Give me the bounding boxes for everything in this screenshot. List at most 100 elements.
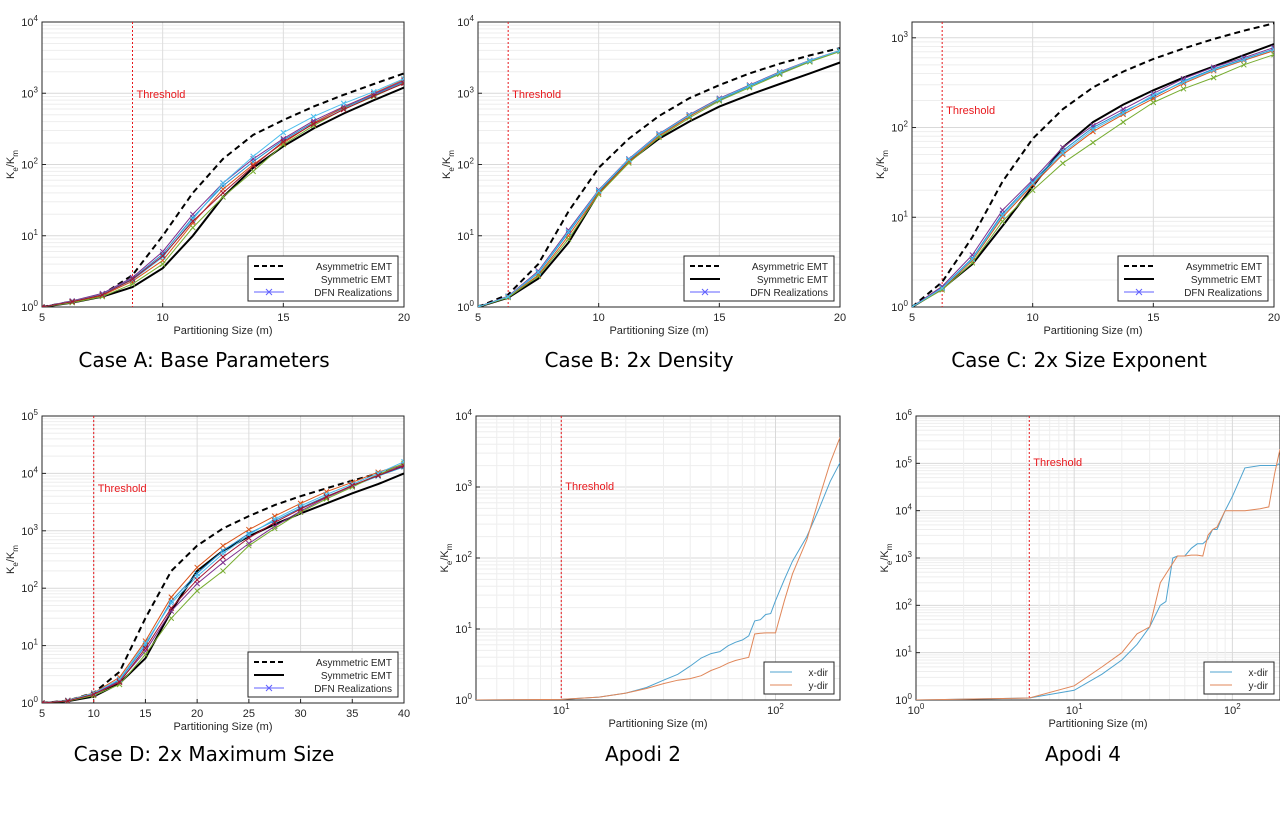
dfn-marker <box>1271 51 1274 58</box>
legend-box <box>763 661 835 695</box>
x-tick-label: 5 <box>909 312 915 324</box>
dfn-marker <box>142 645 149 652</box>
y-tick-label: 100 <box>21 299 38 314</box>
dfn-marker <box>1180 79 1187 86</box>
dfn-marker <box>1210 66 1217 73</box>
dfn-marker <box>370 88 377 95</box>
legend: Asymmetric EMT Symmetric EMT DFN Realizati… <box>1117 255 1269 302</box>
dfn-marker <box>1090 124 1096 131</box>
dfn-marker <box>297 506 304 512</box>
dfn-marker <box>271 519 278 526</box>
dfn-marker <box>189 224 196 231</box>
dfn-marker <box>142 638 149 644</box>
x-dir-line <box>916 462 1280 700</box>
legend-label: Asymmetric EMT <box>1186 262 1262 273</box>
y-dir-line <box>916 448 1280 700</box>
dfn-marker <box>220 559 226 566</box>
dfn-marker <box>159 248 166 255</box>
legend-label: Asymmetric EMT <box>752 262 828 273</box>
chart-panel-3: 100 101 102 103 5 10 15 20 Partitioning Size (m)… <box>875 21 1280 337</box>
dfn-marker <box>912 304 915 307</box>
dfn-marker <box>746 82 753 89</box>
legend: Asymmetric EMT Symmetric EMT DFN Realizati… <box>247 255 399 302</box>
legend-label: x-dir <box>809 668 829 679</box>
x-tick-label: 40 <box>398 708 410 720</box>
dfn-marker <box>686 112 693 119</box>
y-tick-label: 100 <box>455 692 472 707</box>
dfn-marker <box>189 216 196 223</box>
dfn-marker <box>250 153 257 160</box>
dfn-marker <box>310 113 317 120</box>
y-tick-label: 101 <box>891 209 908 224</box>
dfn-marker <box>168 615 175 622</box>
dfn-marker <box>565 236 572 242</box>
dfn-marker <box>310 121 317 127</box>
x-tick-label: 15 <box>713 312 725 324</box>
dfn-marker <box>1271 44 1274 51</box>
y-dir-line <box>476 437 840 700</box>
dfn-marker <box>716 98 723 104</box>
dfn-marker <box>837 48 840 55</box>
dfn-marker <box>505 293 512 300</box>
dfn-marker <box>246 542 252 549</box>
y-tick-label: 103 <box>21 523 38 538</box>
y-tick-label: 101 <box>895 645 912 660</box>
dfn-marker <box>69 298 76 305</box>
dfn-marker <box>129 276 136 283</box>
y-tick-label: 100 <box>21 695 38 710</box>
x-tick-label: 100 <box>908 702 925 717</box>
legend-label: y-dir <box>809 681 829 692</box>
y-tick-label: 102 <box>21 580 38 595</box>
x-axis-label: Partitioning Size (m) <box>173 325 272 337</box>
y-tick-label: 103 <box>455 479 472 494</box>
x-tick-label: 101 <box>1066 702 1083 717</box>
dfn-marker <box>168 605 175 611</box>
y-tick-label: 103 <box>891 30 908 45</box>
y-tick-label: 105 <box>895 455 912 470</box>
dfn-marker <box>401 458 404 465</box>
dfn-marker <box>939 285 946 292</box>
x-axis-label: Partitioning Size (m) <box>608 718 707 730</box>
x-tick-label: 101 <box>553 702 570 717</box>
y-tick-label: 104 <box>457 14 474 29</box>
legend-label: y-dir <box>1249 681 1269 692</box>
x-tick-label: 102 <box>1224 702 1241 717</box>
dfn-marker <box>220 542 226 549</box>
x-tick-label: 5 <box>475 312 481 324</box>
legend: Asymmetric EMT Symmetric EMT DFN Realizati… <box>247 651 399 698</box>
x-tick-label: 10 <box>593 312 605 324</box>
y-tick-label: 106 <box>895 408 912 423</box>
y-tick-label: 101 <box>455 621 472 636</box>
dfn-marker <box>1120 110 1127 116</box>
dfn-marker <box>1240 61 1247 68</box>
y-tick-label: 100 <box>895 692 912 707</box>
threshold-label: Threshold <box>512 89 561 101</box>
dfn-marker <box>142 651 149 658</box>
dfn-marker <box>969 256 976 263</box>
dfn-marker <box>776 69 783 76</box>
x-dir-line <box>476 462 840 700</box>
legend-marker-dfn <box>265 684 273 692</box>
dfn-marker <box>246 535 252 541</box>
dfn-marker <box>194 587 200 594</box>
dfn-marker <box>999 218 1006 225</box>
y-tick-label: 105 <box>21 408 38 423</box>
dfn-marker <box>280 138 287 145</box>
y-tick-label: 101 <box>457 228 474 243</box>
dfn-marker <box>65 697 71 703</box>
symmetric-emt-line <box>478 61 840 307</box>
legend-label: Symmetric EMT <box>1191 275 1262 286</box>
dfn-marker <box>1059 150 1066 156</box>
caption-apodi-2: Apodi 2 <box>605 742 681 766</box>
x-tick-label: 10 <box>1027 312 1039 324</box>
dfn-marker <box>1150 90 1157 97</box>
dfn-marker <box>90 691 97 698</box>
dfn-marker <box>220 194 226 200</box>
dfn-marker <box>969 257 976 264</box>
legend-label: x-dir <box>1249 668 1269 679</box>
dfn-marker <box>250 163 257 169</box>
series-group <box>42 72 404 307</box>
chart-panel-1: 100 101 102 103 104 5 10 15 20 Partitioning Size … <box>5 14 410 337</box>
dfn-marker <box>401 463 404 469</box>
dfn-marker <box>159 253 166 259</box>
